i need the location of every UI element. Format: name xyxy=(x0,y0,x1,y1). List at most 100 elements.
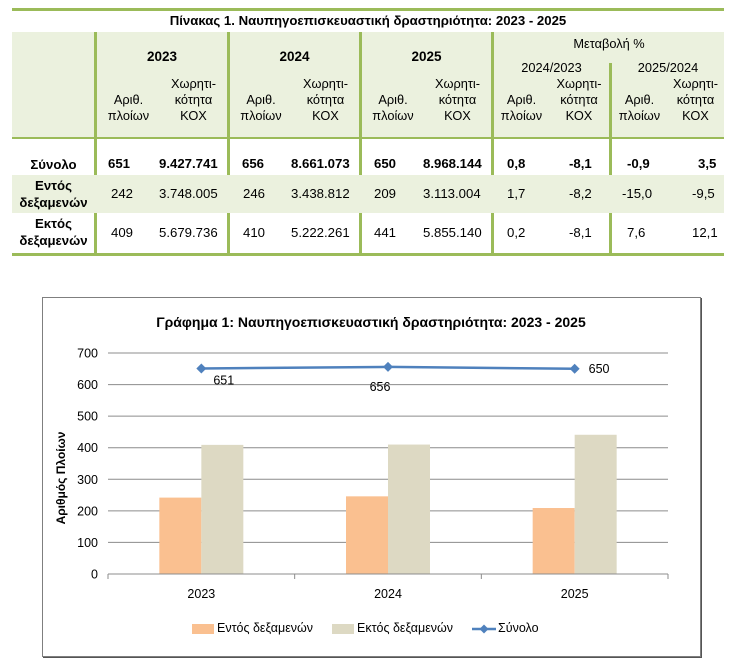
legend-swatch-beige xyxy=(332,623,354,634)
column-divider xyxy=(491,32,494,253)
legend-label: Εντός δεξαμενών xyxy=(217,621,314,635)
table-bottom-rule xyxy=(12,253,724,256)
subheader-ships: Αριθ. πλοίων xyxy=(107,92,150,123)
cell-value: 3.438.812 xyxy=(291,186,350,201)
y-tick-label: 400 xyxy=(77,441,98,455)
y-tick-label: 100 xyxy=(77,536,98,550)
cell-value: 5.679.736 xyxy=(159,225,218,240)
y-tick-label: 300 xyxy=(77,473,98,487)
total-marker-diamond xyxy=(196,363,207,374)
cell-value: -15,0 xyxy=(622,186,653,201)
subheader-ships: Αριθ. πλοίων xyxy=(240,92,282,123)
cell-value: 0,8 xyxy=(507,156,526,171)
cell-value: 410 xyxy=(243,225,266,240)
cell-value: -8,1 xyxy=(569,156,592,171)
year-header-2025: 2025 xyxy=(411,49,442,64)
subheader-capacity: Χωρητι- κότητα ΚΟΧ xyxy=(434,76,481,123)
subheader-capacity: Χωρητι- κότητα ΚΟΧ xyxy=(170,76,217,123)
legend-item-total: Σύνολο xyxy=(472,620,539,636)
total-line-series: 651 656 650 xyxy=(196,361,610,394)
chart-title: Γράφημα 1: Ναυπηγοεπισκευαστική δραστηρι… xyxy=(156,314,586,330)
table-top-rule xyxy=(12,8,724,11)
subheader-capacity: Χωρητι- κότητα ΚΟΧ xyxy=(556,76,602,123)
subheader-ships: Αριθ. πλοίων xyxy=(372,92,414,123)
table-row-in-dock: Εντός δεξαμενών 242 3.748.005 246 3.438.… xyxy=(12,175,724,213)
legend-label: Σύνολο xyxy=(498,621,539,635)
legend-item-in-dock: Εντός δεξαμενών xyxy=(192,620,313,636)
cell-value: -0,9 xyxy=(627,156,650,171)
row-label: Εκτός δεξαμενών xyxy=(19,216,88,248)
column-divider xyxy=(227,32,230,253)
bar-out-of-dock-2024 xyxy=(388,444,430,574)
cell-value: 1,7 xyxy=(507,186,526,201)
table-row-out-of-dock: Εκτός δεξαμενών 409 5.679.736 410 5.222.… xyxy=(12,213,724,253)
cell-value: 0,2 xyxy=(507,225,526,240)
y-tick-label: 700 xyxy=(77,347,98,361)
cell-value: -9,5 xyxy=(692,186,715,201)
row-label: Σύνολο xyxy=(30,157,77,172)
subheader-capacity: Χωρητι- κότητα ΚΟΧ xyxy=(302,76,349,123)
subheader-ships: Αριθ. πλοίων xyxy=(618,92,661,123)
cell-value: 651 xyxy=(108,156,131,171)
cell-value: 9.427.741 xyxy=(159,156,218,171)
bar-out-of-dock-2025 xyxy=(574,434,617,574)
column-divider xyxy=(94,32,97,253)
total-data-label: 650 xyxy=(589,362,610,376)
total-marker-diamond xyxy=(569,363,580,374)
cell-value: 12,1 xyxy=(692,225,718,240)
cell-value: 3.748.005 xyxy=(159,186,218,201)
change-period-2024-2023: 2024/2023 xyxy=(521,60,582,75)
x-tick-label: 2023 xyxy=(187,587,215,601)
year-header-2024: 2024 xyxy=(279,49,310,64)
y-tick-label: 600 xyxy=(77,378,98,392)
y-axis-label: Αριθμός Πλοίων xyxy=(54,431,68,524)
y-tick-label: 500 xyxy=(77,410,98,424)
cell-value: -8,2 xyxy=(569,186,592,201)
total-data-label: 656 xyxy=(370,380,391,394)
bar-out-of-dock-2023 xyxy=(201,444,244,574)
cell-value: 656 xyxy=(242,156,265,171)
cell-value: 650 xyxy=(374,156,397,171)
cell-value: 409 xyxy=(111,225,134,240)
table-row-total: Σύνολο 651 9.427.741 656 8.661.073 650 8… xyxy=(12,153,724,175)
cell-value: 7,6 xyxy=(627,225,646,240)
bar-in-dock-2023 xyxy=(159,497,202,574)
cell-value: 3.113.004 xyxy=(423,186,481,201)
legend-line-diamond-icon xyxy=(472,624,496,634)
x-tick-label: 2025 xyxy=(561,587,589,601)
cell-value: 5.855.140 xyxy=(423,225,482,240)
table-title: Πίνακας 1. Ναυπηγοεπισκευαστική δραστηρι… xyxy=(169,13,567,28)
cell-value: 242 xyxy=(111,186,134,201)
cell-value: 441 xyxy=(374,225,397,240)
legend-swatch-orange xyxy=(192,623,214,634)
total-data-label: 651 xyxy=(213,373,234,387)
y-tick-label: 200 xyxy=(77,504,98,518)
total-marker-diamond xyxy=(383,361,393,372)
subheader-ships: Αριθ. πλοίων xyxy=(500,92,543,123)
row-label: Εντός δεξαμενών xyxy=(19,178,88,210)
column-divider xyxy=(609,63,612,253)
cell-value: 209 xyxy=(374,186,397,201)
cell-value: 5.222.261 xyxy=(291,225,350,240)
cell-value: 8.661.073 xyxy=(291,156,350,171)
axes: 0 100 200 300 400 500 600 700 2023 2024 2025 xyxy=(77,347,669,601)
cell-value: 3,5 xyxy=(698,156,717,171)
change-header: Μεταβολή % xyxy=(573,36,645,51)
legend-label: Εκτός δεξαμενών xyxy=(357,621,454,635)
bar-in-dock-2024 xyxy=(346,496,388,574)
cell-value: 246 xyxy=(243,186,266,201)
year-header-2023: 2023 xyxy=(146,49,178,64)
column-divider xyxy=(359,32,362,253)
y-tick-label: 0 xyxy=(91,568,98,582)
chart-frame: Γράφημα 1: Ναυπηγοεπισκευαστική δραστηρι… xyxy=(42,297,701,657)
cell-value: 8.968.144 xyxy=(423,156,482,171)
cell-value: -8,1 xyxy=(569,225,592,240)
change-period-2025-2024: 2025/2024 xyxy=(637,60,699,75)
x-tick-label: 2024 xyxy=(374,587,402,601)
header-bottom-rule xyxy=(12,137,724,139)
legend-item-out-of-dock: Εκτός δεξαμενών xyxy=(332,620,453,636)
chart-canvas: Γράφημα 1: Ναυπηγοεπισκευαστική δραστηρι… xyxy=(54,314,669,601)
bars xyxy=(159,434,617,574)
table-header-background xyxy=(12,32,724,137)
bar-in-dock-2025 xyxy=(532,508,575,574)
